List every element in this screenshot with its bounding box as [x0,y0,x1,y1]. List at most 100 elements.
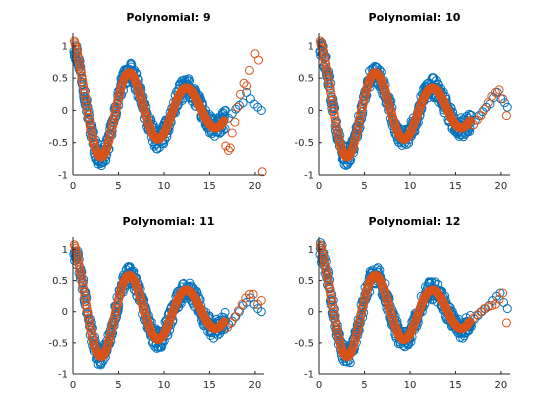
fit-point [319,256,329,266]
y-tick-label: -1 [58,370,68,381]
subplot-3: Polynomial: 11 0 5 10 15 20 -1 -0.5 0 0.5 1 [48,215,266,391]
marker-layer [315,238,512,368]
fit-point [76,68,86,78]
fit-point [498,288,508,298]
y-tick-label: 1 [62,41,68,52]
x-tick-label: 10 [404,181,417,192]
fit-point [463,119,472,129]
fit-point [344,350,354,360]
y-tick-label: -0.5 [48,138,68,149]
fit-point [82,102,92,112]
fit-point [332,122,341,132]
fit-point [78,280,88,290]
fit-point [328,99,337,109]
fit-point [233,102,243,112]
data-point [256,106,266,115]
x-tick-label: 15 [203,181,216,192]
fit-point [76,65,86,75]
fit-point [256,296,266,305]
fit-point [244,65,254,75]
fit-point [86,122,95,132]
data-point [220,307,230,317]
fit-point [79,283,89,293]
fit-point [330,112,340,122]
subplot-title: Polynomial: 11 [123,215,215,228]
data-point [75,56,85,66]
x-tick-label: 0 [70,380,76,391]
y-tick-label: -0.5 [48,338,68,349]
x-tick-label: 0 [316,380,322,391]
x-tick-label: 5 [361,380,367,391]
fit-point [77,75,87,84]
fit-point [73,50,83,60]
fit-point [80,290,90,300]
y-tick-label: 0 [62,307,68,318]
fit-point [82,304,92,313]
fit-point [218,117,228,127]
x-tick-label: 5 [115,181,121,192]
y-tick-label: 0 [62,106,68,117]
x-tick-label: 5 [361,181,367,192]
fit-point [326,290,336,300]
y-tick-label: -1 [304,370,314,381]
fit-point [331,119,341,129]
fit-point [84,112,94,122]
data-point [458,333,468,343]
fit-point [225,143,235,153]
fit-point [322,271,332,281]
marker-layer [69,36,267,177]
fit-point [494,85,504,95]
fit-point [77,71,87,81]
y-tick-label: -1 [304,171,314,182]
y-tick-label: -0.5 [294,138,314,149]
x-tick-label: 10 [158,181,171,192]
data-point [502,304,512,314]
fit-point [81,95,91,105]
data-point [320,53,330,62]
fit-point [463,319,473,329]
fit-point [329,307,339,317]
fit-point [325,85,335,95]
fit-point [328,102,338,112]
fit-point [73,256,83,266]
fit-point [319,50,329,60]
fit-point [80,88,90,98]
x-tick-label: 20 [495,380,508,391]
fit-point [319,53,329,63]
y-tick-label: 0 [308,307,314,318]
data-point [392,316,402,326]
fit-point [77,274,87,284]
fit-point [323,274,333,284]
data-point [152,144,162,154]
fit-point [326,92,336,102]
fit-point [98,350,108,360]
fit-point [221,141,231,151]
x-tick-label: 15 [449,181,462,192]
fit-point [217,119,226,129]
fit-point [217,118,227,128]
fit-point [82,300,91,310]
data-point [495,288,505,298]
fit-point [78,78,88,88]
fit-point [85,119,95,129]
fit-point [487,301,497,310]
fit-point [83,106,93,116]
fit-point [463,320,472,330]
fit-point [464,318,474,328]
y-tick-label: -0.5 [294,338,314,349]
fit-point [254,55,263,65]
fit-point [464,117,474,127]
fit-point [319,253,329,263]
fit-point [80,92,90,102]
x-tick-label: 20 [249,181,262,192]
fit-point [325,287,335,297]
fit-point [83,307,93,317]
x-tick-label: 15 [449,380,462,391]
x-tick-label: 20 [495,181,508,192]
y-tick-label: 0 [308,106,314,117]
marker-layer [315,36,512,170]
x-tick-label: 0 [70,181,76,192]
fit-point [84,116,94,126]
y-tick-label: 1 [308,245,314,256]
